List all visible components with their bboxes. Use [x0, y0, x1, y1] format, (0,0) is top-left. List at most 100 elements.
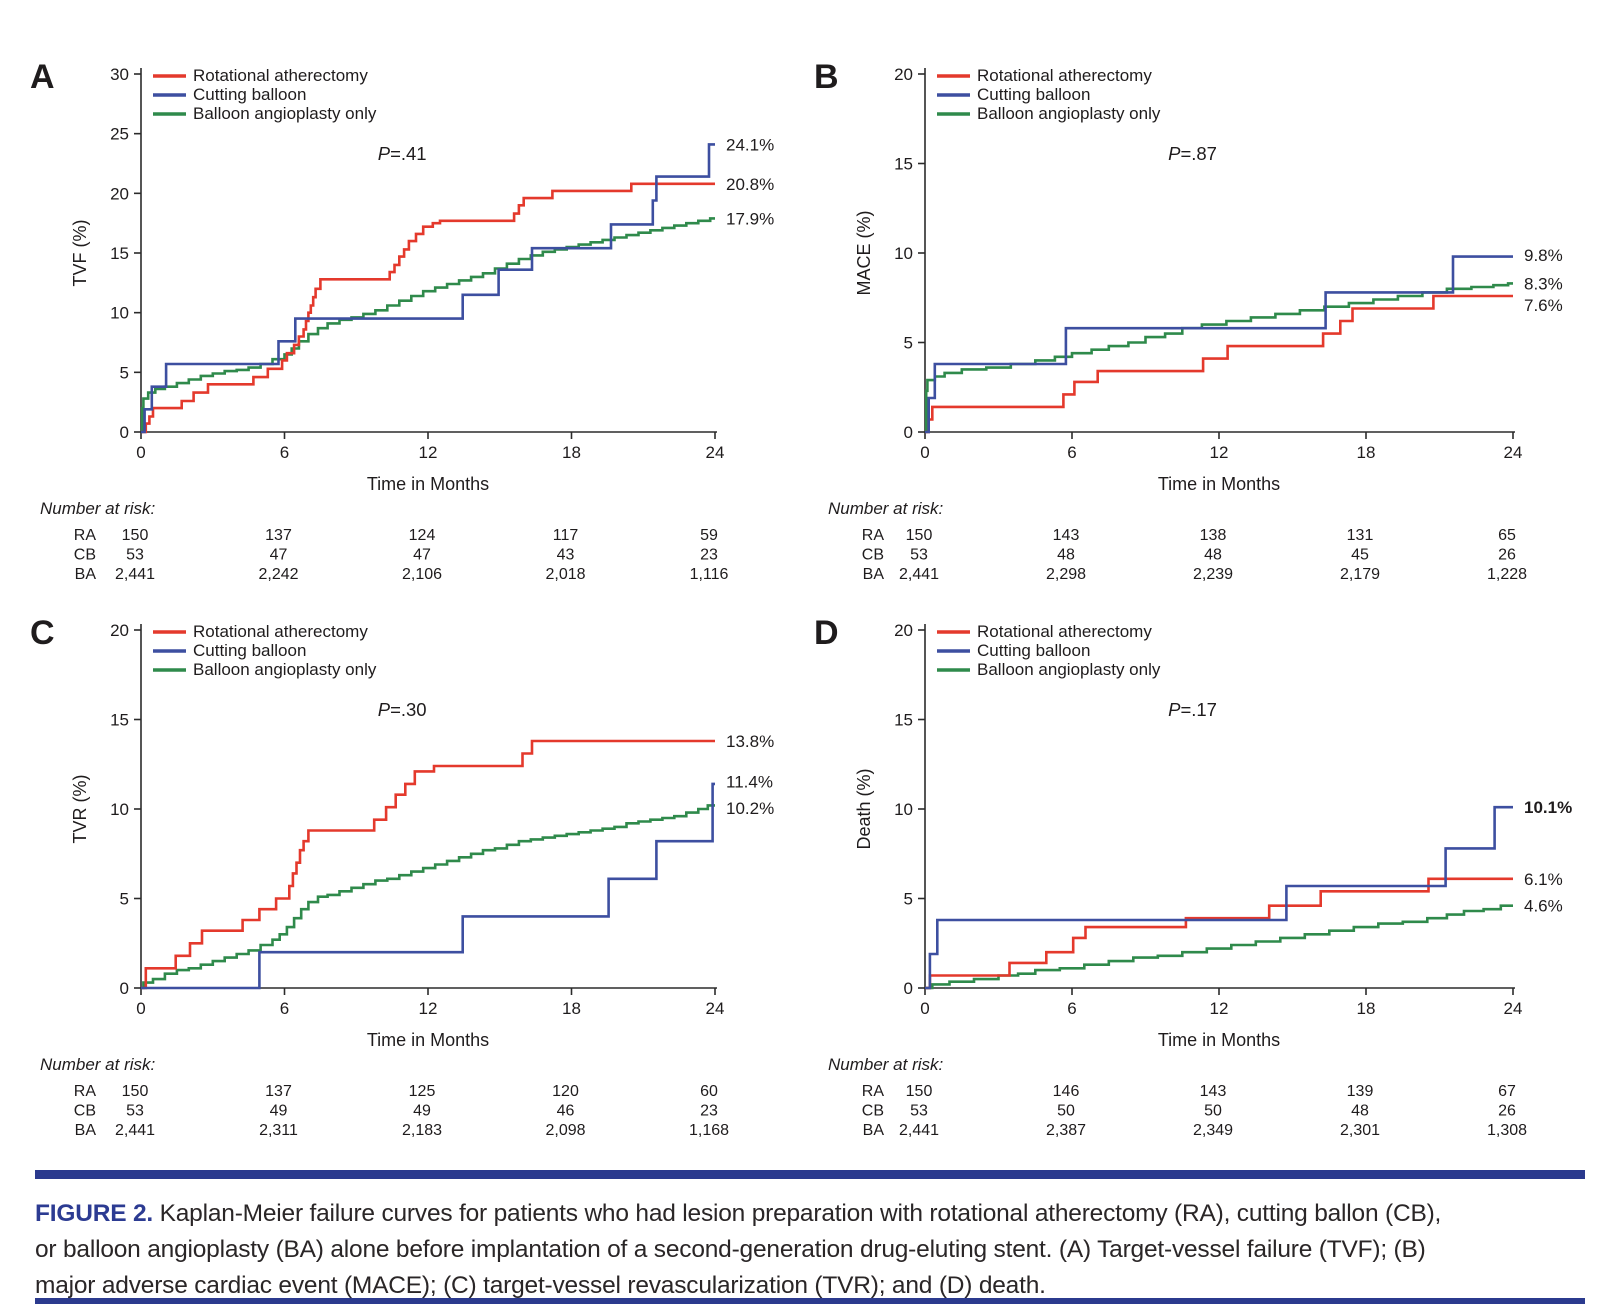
risk-value: 1,228 — [1487, 566, 1527, 583]
y-tick-label: 0 — [904, 979, 913, 998]
risk-value: 23 — [700, 1103, 718, 1120]
end-label-cb: 10.1% — [1524, 798, 1572, 817]
y-tick-label: 15 — [110, 711, 129, 730]
caption-top-rule — [35, 1170, 1585, 1179]
figure-caption: FIGURE 2. Kaplan-Meier failure curves fo… — [35, 1196, 1595, 1304]
risk-value: 120 — [552, 1083, 579, 1100]
legend-label-ba: Balloon angioplasty only — [977, 660, 1161, 679]
risk-value: 1,308 — [1487, 1122, 1527, 1139]
x-tick-label: 0 — [920, 999, 929, 1018]
panel-letter: A — [30, 58, 55, 96]
number-at-risk-header: Number at risk: — [828, 1055, 944, 1074]
risk-row-label-ba: BA — [75, 1122, 97, 1139]
risk-value: 2,179 — [1340, 566, 1380, 583]
x-tick-label: 6 — [280, 999, 289, 1018]
risk-row-label-cb: CB — [862, 1103, 884, 1120]
legend-label-cb: Cutting balloon — [193, 641, 306, 660]
y-tick-label: 10 — [894, 244, 913, 263]
caption-line-3: major adverse cardiac event (MACE); (C) … — [35, 1272, 1046, 1299]
y-tick-label: 25 — [110, 125, 129, 144]
legend-label-cb: Cutting balloon — [193, 85, 306, 104]
risk-value: 2,441 — [899, 566, 939, 583]
y-axis-title: MACE (%) — [854, 211, 874, 296]
risk-value: 2,441 — [115, 1122, 155, 1139]
end-label-ba: 4.6% — [1524, 897, 1563, 916]
y-tick-label: 20 — [894, 65, 913, 84]
risk-value: 49 — [270, 1103, 288, 1120]
risk-value: 47 — [270, 547, 288, 564]
risk-value: 50 — [1204, 1103, 1222, 1120]
y-tick-label: 15 — [894, 711, 913, 730]
x-tick-label: 6 — [1067, 999, 1076, 1018]
x-tick-label: 0 — [136, 999, 145, 1018]
y-tick-label: 15 — [894, 155, 913, 174]
risk-value: 2,349 — [1193, 1122, 1233, 1139]
risk-value: 60 — [700, 1083, 718, 1100]
risk-row-label-ba: BA — [863, 566, 885, 583]
end-label-cb: 24.1% — [726, 135, 774, 154]
x-axis-title: Time in Months — [367, 474, 489, 494]
legend-label-ra: Rotational atherectomy — [193, 66, 368, 85]
risk-value: 137 — [265, 1083, 292, 1100]
panel-letter: C — [30, 614, 55, 652]
risk-row-label-ra: RA — [74, 527, 97, 544]
end-label-ra: 6.1% — [1524, 870, 1563, 889]
end-label-cb: 11.4% — [726, 772, 773, 791]
risk-value: 1,116 — [690, 566, 729, 583]
y-tick-label: 0 — [120, 979, 129, 998]
km-curve-cb — [925, 805, 1513, 990]
x-tick-label: 18 — [562, 999, 581, 1018]
end-label-cb: 9.8% — [1524, 246, 1563, 265]
risk-value: 150 — [906, 527, 933, 544]
y-axis-title: TVR (%) — [70, 775, 90, 844]
risk-row-label-ra: RA — [862, 527, 885, 544]
risk-row-label-cb: CB — [74, 547, 96, 564]
risk-value: 50 — [1057, 1103, 1075, 1120]
legend-label-ra: Rotational atherectomy — [977, 66, 1152, 85]
y-tick-label: 20 — [110, 621, 129, 640]
y-tick-label: 30 — [110, 65, 129, 84]
x-axis-title: Time in Months — [367, 1030, 489, 1050]
km-curve-ba — [141, 804, 715, 990]
risk-value: 2,311 — [259, 1122, 298, 1139]
end-label-ba: 17.9% — [726, 209, 774, 228]
p-value-label: P=.41 — [378, 143, 427, 164]
y-tick-label: 20 — [894, 621, 913, 640]
x-tick-label: 12 — [1210, 443, 1229, 462]
risk-value: 2,387 — [1046, 1122, 1086, 1139]
end-label-ra: 13.8% — [726, 732, 774, 751]
end-label-ra: 20.8% — [726, 175, 774, 194]
caption-line-1: FIGURE 2. Kaplan-Meier failure curves fo… — [35, 1196, 1595, 1232]
risk-value: 2,106 — [402, 566, 442, 583]
caption-bottom-rule — [35, 1298, 1585, 1304]
x-tick-label: 24 — [1504, 999, 1523, 1018]
km-curve-ba — [924, 282, 1513, 434]
risk-value: 26 — [1498, 1103, 1516, 1120]
x-tick-label: 12 — [419, 999, 438, 1018]
legend-label-ba: Balloon angioplasty only — [193, 660, 377, 679]
y-tick-label: 5 — [120, 363, 129, 382]
x-axis-title: Time in Months — [1158, 474, 1280, 494]
risk-value: 2,441 — [899, 1122, 939, 1139]
risk-value: 48 — [1351, 1103, 1369, 1120]
risk-value: 48 — [1057, 547, 1075, 564]
risk-value: 2,098 — [545, 1122, 585, 1139]
km-curve-ra — [925, 877, 1513, 990]
y-axis-title: TVF (%) — [70, 220, 90, 287]
km-curve-cb — [141, 782, 715, 990]
p-value-label: P=.30 — [378, 699, 427, 720]
km-curve-ra — [925, 294, 1513, 434]
risk-value: 150 — [122, 1083, 149, 1100]
x-tick-label: 24 — [1504, 443, 1523, 462]
legend-label-cb: Cutting balloon — [977, 641, 1090, 660]
x-tick-label: 12 — [1210, 999, 1229, 1018]
legend-label-ba: Balloon angioplasty only — [193, 104, 377, 123]
risk-value: 138 — [1200, 527, 1227, 544]
risk-value: 131 — [1347, 527, 1374, 544]
caption-line-1-text: Kaplan-Meier failure curves for patients… — [159, 1200, 1442, 1227]
risk-value: 139 — [1347, 1083, 1374, 1100]
x-tick-label: 24 — [706, 999, 725, 1018]
risk-value: 47 — [413, 547, 431, 564]
legend-label-ra: Rotational atherectomy — [977, 622, 1152, 641]
risk-value: 53 — [126, 1103, 144, 1120]
